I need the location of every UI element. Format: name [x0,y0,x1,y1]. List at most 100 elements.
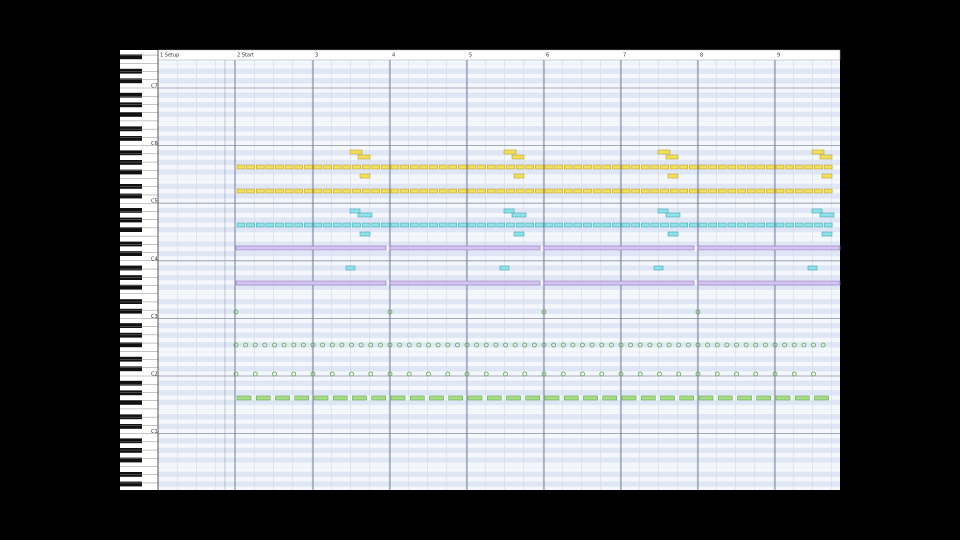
note [650,222,660,228]
note [612,188,621,194]
note [766,188,775,194]
black-key-row [158,169,840,175]
drum-hit [406,371,412,377]
black-key [120,208,142,213]
note [448,164,458,170]
black-key [120,227,142,232]
note [727,188,737,194]
black-key [120,380,142,386]
black-key [120,424,142,429]
drum-hit [820,342,826,348]
note [737,395,752,401]
note [235,245,387,251]
drum-hit [714,342,720,348]
black-key-row [158,284,840,290]
black-key-row [158,193,840,199]
drum-hit [608,342,614,348]
black-key-row [158,448,840,453]
black-key-row [158,92,840,98]
drum-hit [368,371,374,377]
note [785,164,794,170]
note [794,395,810,401]
black-key-row [158,208,840,213]
drum-hit [474,342,480,348]
note [352,188,361,194]
drum-hit [406,342,412,348]
note [352,164,361,170]
measure-label: 7 [623,53,626,59]
note [381,164,390,170]
note [429,188,438,194]
note [679,222,689,228]
note [602,222,612,228]
drum-hit [599,371,605,377]
black-key [120,299,142,304]
drum-hit [339,342,345,348]
drum-hit [570,342,576,348]
note [535,188,544,194]
drum-hit [435,342,441,348]
octave-label: C2 [151,372,158,378]
drum-hit [811,371,816,377]
note [236,188,246,194]
note [544,164,554,170]
drum-hit [695,342,701,348]
note [332,188,342,194]
note [679,395,695,401]
header-bar [157,49,841,61]
drum-hit [811,342,816,348]
note [361,222,371,228]
black-key-row [158,380,840,386]
drum-hit [349,371,354,377]
note [669,222,679,228]
note [419,164,429,170]
drum-hit [272,371,277,377]
note [236,222,246,228]
note [708,188,717,194]
drum-hit [233,371,239,377]
note [381,188,390,194]
drum-hit [243,342,249,348]
note [650,188,660,194]
drum-hit [358,342,364,348]
drum-hit [387,342,393,348]
note [246,188,255,194]
drum-hit [685,342,691,348]
note [477,222,486,228]
drum-hit [580,371,585,377]
note [631,164,640,170]
note [746,222,756,228]
measure-label: 9 [777,53,780,59]
drum-hit [618,371,624,377]
note [657,149,671,155]
note [246,222,255,228]
note [563,395,579,401]
note [660,188,669,194]
note [592,188,602,194]
note [294,164,304,170]
note [458,222,467,228]
black-key [120,356,142,362]
note [371,164,381,170]
note [389,245,541,251]
note [313,222,323,228]
drum-hit [464,371,470,377]
note [602,164,612,170]
drum-hit [772,371,778,377]
note [503,149,517,155]
drum-hit [743,342,749,348]
note [698,395,714,401]
note [304,188,313,194]
note [381,222,390,228]
note [766,164,775,170]
note [349,149,363,155]
note [323,164,332,170]
note [332,164,342,170]
note [486,222,496,228]
black-key [120,323,142,328]
note [698,164,708,170]
note [275,164,284,170]
note [313,164,323,170]
drum-hit [262,342,268,348]
